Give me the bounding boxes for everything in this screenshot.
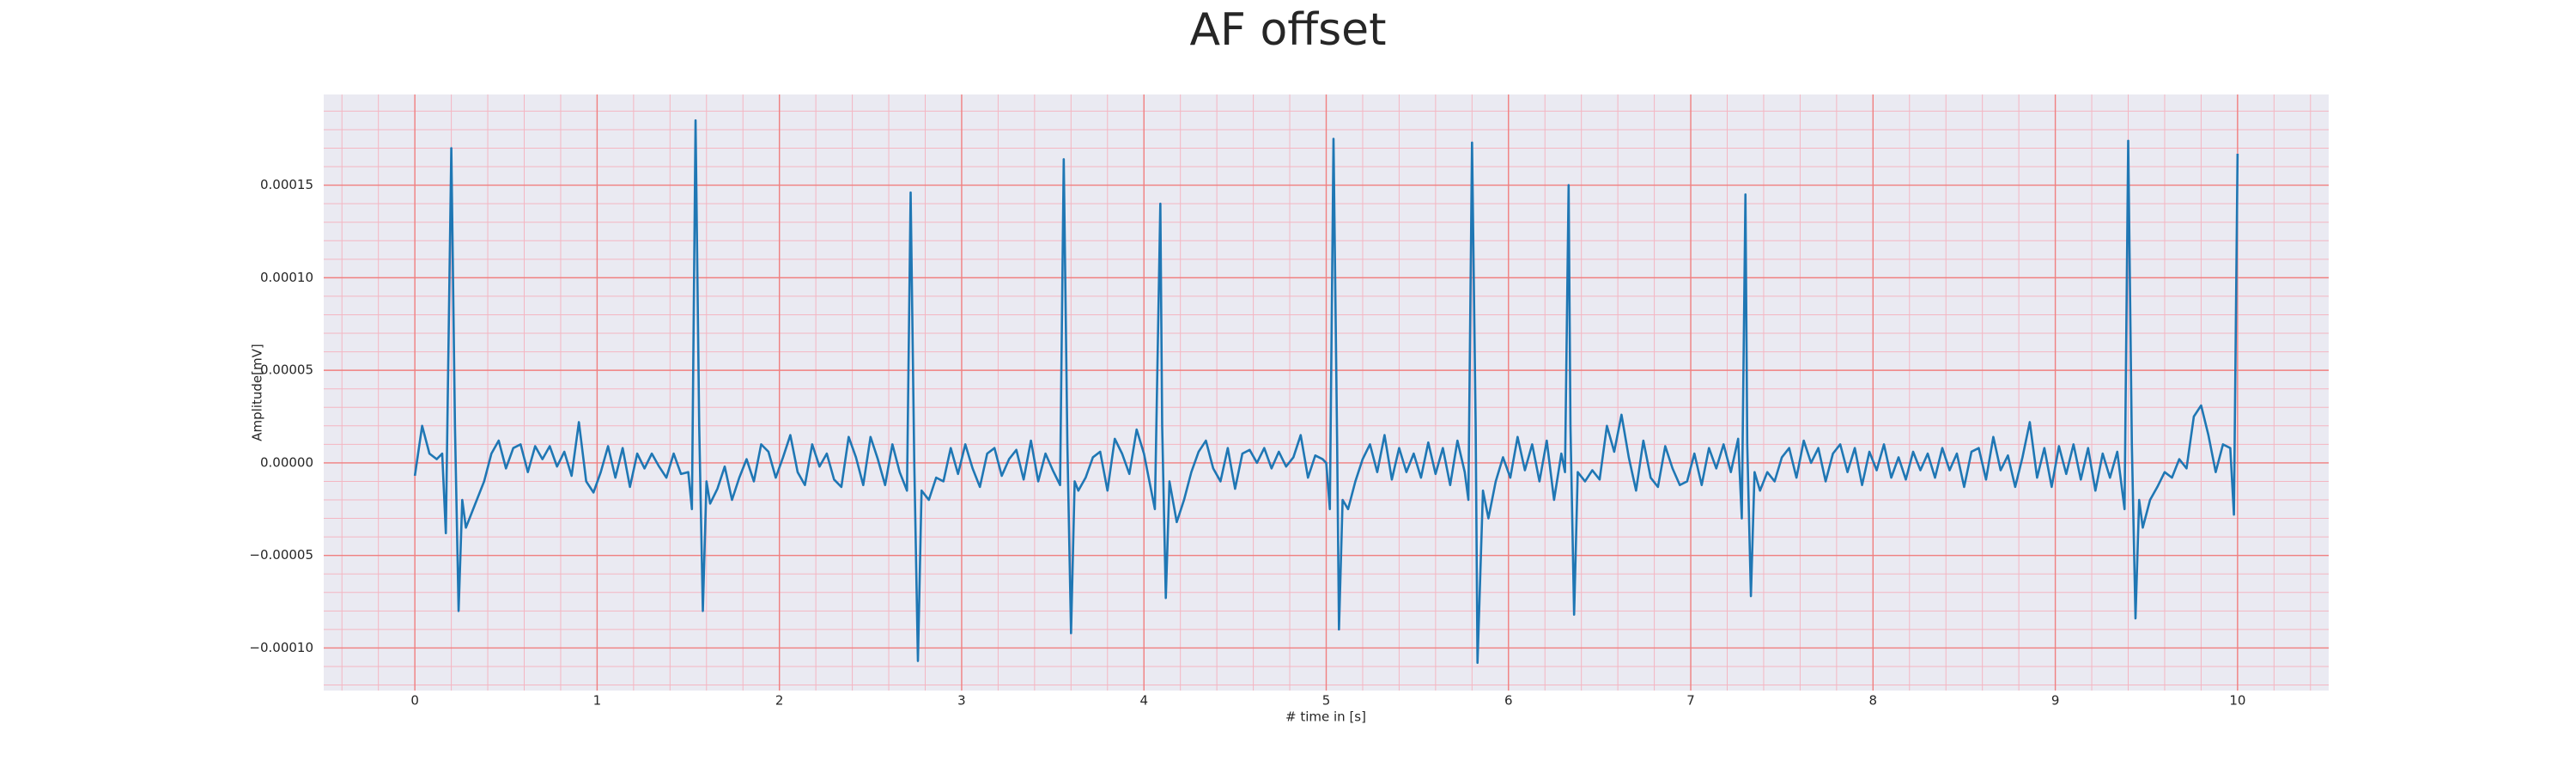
- x-tick-label: 10: [2229, 693, 2245, 709]
- y-tick-label: 0.00015: [260, 177, 313, 192]
- line-series: [413, 119, 2239, 664]
- x-tick-label: 2: [775, 693, 784, 709]
- y-tick-label: 0.00010: [260, 270, 313, 285]
- x-tick-label: 1: [593, 693, 602, 709]
- x-tick-label: 6: [1504, 693, 1513, 709]
- y-tick-label: −0.00005: [249, 547, 313, 563]
- x-tick-label: 8: [1869, 693, 1878, 709]
- x-tick-label: 3: [957, 693, 966, 709]
- y-axis-label: Amplitude[mV]: [250, 344, 265, 441]
- y-tick-label: 0.00000: [260, 454, 313, 470]
- x-tick-label: 9: [2051, 693, 2060, 709]
- y-tick-label: −0.00010: [249, 640, 313, 655]
- x-tick-label: 7: [1686, 693, 1695, 709]
- x-tick-label: 0: [410, 693, 419, 709]
- y-tick-label: 0.00005: [260, 362, 313, 378]
- chart-title: AF offset: [1189, 4, 1386, 56]
- x-tick-label: 5: [1322, 693, 1331, 709]
- x-tick-label: 4: [1139, 693, 1148, 709]
- x-axis-label: # time in [s]: [1285, 709, 1366, 725]
